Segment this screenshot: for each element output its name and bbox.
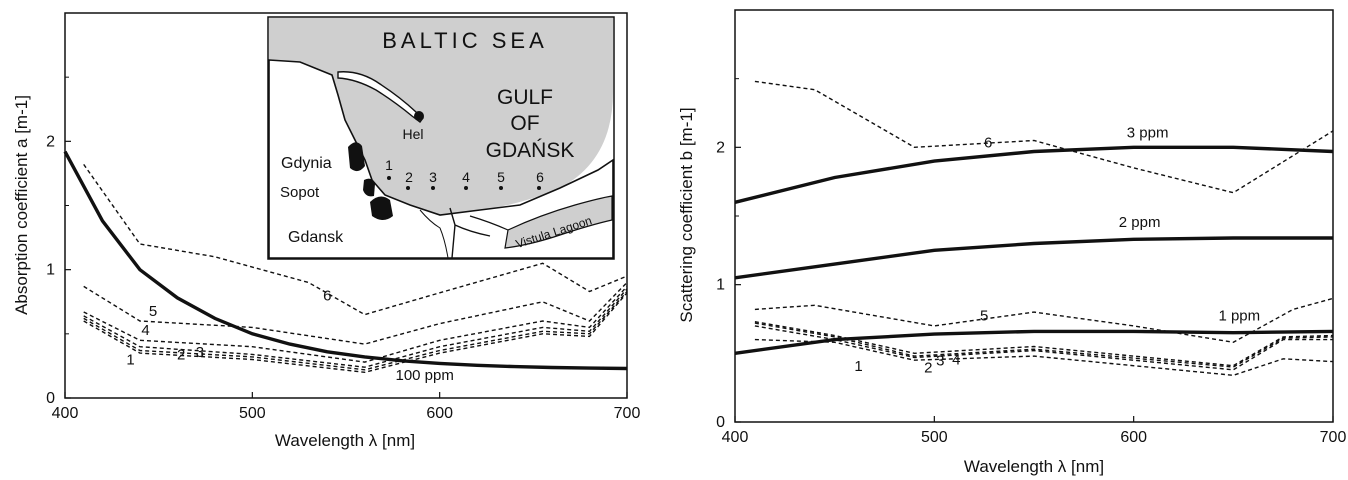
town-label-gdansk: Gdansk [288,229,344,246]
station-label-2: 2 [405,169,413,185]
gulf-label-line1: GULF [497,86,553,109]
station-dot-4 [464,186,468,190]
series-labels: 100 ppm 1 2 3 45 6 [126,287,453,384]
series-label: 3 [936,353,944,370]
gulf-label-line3: GDAŃSK [486,139,575,162]
series-line [83,282,628,345]
river [449,207,491,259]
river-branch [419,209,449,259]
series-line [754,297,1334,344]
station-dot-5 [499,186,503,190]
series-label: 6 [984,134,992,151]
series-label: 2 ppm [1119,214,1161,231]
land-area [268,59,614,259]
x-axis-label: Wavelength λ [nm] [964,457,1104,476]
y-tick-label: 2 [716,139,725,156]
plot-frame [734,9,1334,423]
series-line [83,291,628,371]
series-line [83,292,628,374]
station-dot-6 [537,186,541,190]
series-label: 2 [924,360,932,377]
town-label-hel: Hel [402,126,423,142]
series-label: 6 [323,287,331,304]
station-label-3: 3 [429,169,437,185]
x-tick-label: 700 [614,405,641,422]
x-tick-label: 400 [722,429,749,446]
gulf-label-line2: OF [510,112,539,135]
series-label: 3 ppm [1127,125,1169,142]
sopot-marker [363,178,375,197]
y-axis-label: Scattering coefficient b [m-1] [677,107,696,322]
station-dot-1 [387,176,391,180]
axis-ticks: 400 500 600 700 0 1 2 [716,78,1347,446]
series-line [754,338,1334,377]
station-label-6: 6 [536,169,544,185]
station-label-5: 5 [497,169,505,185]
x-tick-label: 500 [921,429,948,446]
x-tick-label: 600 [1120,429,1147,446]
series-label: 4 [952,351,960,368]
y-tick-label: 1 [46,262,55,279]
station-dot-2 [406,186,410,190]
x-tick-label: 600 [426,405,453,422]
gdansk-marker [370,196,393,220]
town-label-gdynia: Gdynia [281,155,332,172]
series-label: 1 [854,358,862,375]
series-label: 2 [177,347,185,364]
x-axis-label: Wavelength λ [nm] [275,431,415,450]
series-line [83,163,628,316]
inset-map: BALTIC SEA GULF OF GDAŃSK Hel Gdynia Sop… [267,16,615,260]
series-line [754,325,1333,371]
x-tick-label: 500 [239,405,266,422]
series-line [734,236,1333,280]
series-label: 100 ppm [395,367,453,384]
series-line [734,145,1334,204]
series-lines [63,150,628,374]
y-tick-label: 1 [716,277,725,294]
series-line [83,285,628,363]
series-label: 1 ppm [1218,307,1260,324]
series-line [83,288,628,368]
series-label: 3 [196,344,204,361]
series-label: 1 [126,352,134,369]
y-tick-label: 0 [46,390,55,407]
station-markers: 1 2 3 4 5 6 [385,157,544,190]
series-label: 5 [149,303,157,320]
gdynia-marker [348,142,365,172]
series-line [754,322,1334,368]
station-label-1: 1 [385,157,393,173]
station-dot-3 [431,186,435,190]
series-label: 4 [141,322,149,339]
hel-marker [414,111,424,121]
series-line [754,80,1334,194]
series-label: 5 [980,307,988,324]
town-label-sopot: Sopot [280,184,320,201]
sea-label: BALTIC SEA [382,28,548,53]
series-labels: 3 ppm 2 ppm 1 ppm 1 2 3 4 5 6 [854,125,1260,377]
station-label-4: 4 [462,169,470,185]
vistula-spit [469,215,509,231]
vistula-lagoon [504,195,613,249]
y-tick-label: 0 [716,414,725,431]
series-line [63,150,628,371]
sea-area [269,18,613,215]
x-tick-label: 700 [1320,429,1347,446]
y-axis-label: Absorption coefficient a [m-1] [12,95,31,315]
x-tick-label: 400 [52,405,79,422]
series-lines [734,80,1334,377]
series-line [754,321,1334,367]
y-tick-label: 2 [46,133,55,150]
